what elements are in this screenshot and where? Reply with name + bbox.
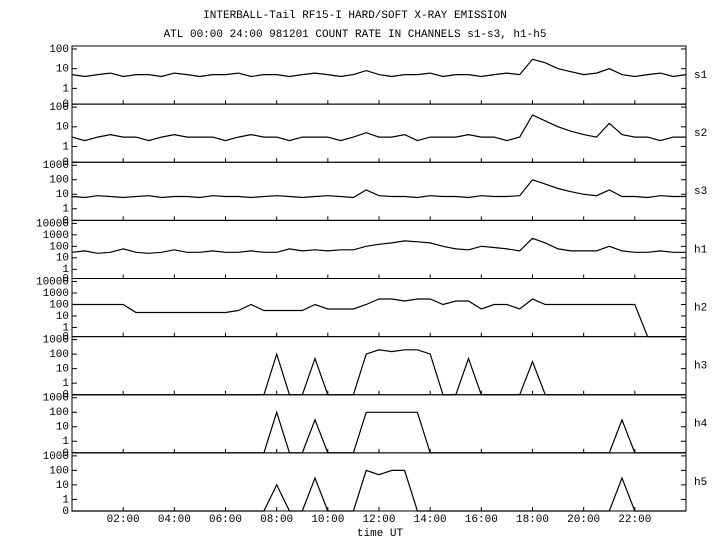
series-line	[71, 58, 687, 78]
panel-label: h1	[694, 244, 708, 256]
series-line	[72, 298, 686, 338]
x-tick-label: 22:00	[618, 514, 651, 526]
y-tick-label: 0	[62, 448, 69, 460]
y-tick-label: 10	[56, 364, 69, 376]
x-tick-label: 16:00	[465, 514, 498, 526]
y-tick-label: 100	[49, 44, 69, 56]
y-tick-label: 1	[62, 436, 69, 448]
y-tick-label: 1000	[43, 393, 69, 405]
y-tick-label: 100	[49, 349, 69, 361]
y-tick-label: 10	[56, 253, 69, 265]
y-tick-label: 1000	[43, 230, 69, 242]
x-tick-label: 08:00	[260, 514, 293, 526]
series-line	[71, 114, 686, 142]
panel-label: s2	[694, 128, 707, 140]
y-tick-label: 100	[49, 465, 69, 477]
y-tick-label: 1	[62, 494, 69, 506]
y-tick-label: 100	[49, 102, 69, 114]
y-tick-label: 0	[62, 332, 69, 344]
y-tick-label: 1	[62, 141, 69, 153]
y-tick-label: 10	[56, 189, 69, 201]
y-tick-label: 1	[62, 83, 69, 95]
panel-label: h4	[694, 419, 708, 431]
y-tick-label: 10	[56, 122, 69, 134]
y-tick-label: 1	[62, 322, 69, 334]
y-tick-label: 1	[62, 264, 69, 276]
y-tick-label: 0	[62, 157, 69, 169]
y-tick-label: 0	[62, 506, 69, 518]
series-line	[72, 469, 686, 512]
panel-label: h2	[694, 302, 707, 314]
y-tick-label: 1	[62, 204, 69, 216]
series-line	[71, 237, 686, 254]
panel-label: h5	[694, 477, 707, 489]
panel-label: h3	[694, 361, 707, 373]
x-tick-label: 20:00	[567, 514, 600, 526]
x-tick-label: 18:00	[516, 514, 549, 526]
x-axis-label: time UT	[357, 528, 404, 540]
y-tick-label: 10000	[36, 276, 69, 288]
y-tick-label: 0	[62, 390, 69, 402]
y-tick-label: 1000	[43, 160, 69, 172]
x-tick-label: 12:00	[362, 514, 395, 526]
y-tick-label: 10	[56, 64, 69, 76]
y-tick-label: 100	[49, 299, 69, 311]
y-tick-label: 10	[56, 311, 69, 323]
y-tick-label: 0	[62, 215, 69, 227]
x-tick-label: 10:00	[311, 514, 344, 526]
x-tick-label: 04:00	[158, 514, 191, 526]
x-tick-label: 14:00	[414, 514, 447, 526]
series-line	[71, 179, 686, 199]
panel-label: s1	[694, 70, 708, 82]
x-tick-label: 06:00	[209, 514, 242, 526]
y-tick-label: 10	[56, 480, 69, 492]
y-tick-label: 100	[49, 241, 69, 253]
y-tick-label: 10000	[36, 218, 69, 230]
panel-label: s3	[694, 186, 707, 198]
y-tick-label: 100	[49, 175, 69, 187]
x-tick-label: 02:00	[107, 514, 140, 526]
y-tick-label: 0	[62, 99, 69, 111]
chart-subtitle: ATL 00:00 24:00 981201 COUNT RATE IN CHA…	[164, 29, 547, 41]
y-tick-label: 1000	[43, 451, 69, 463]
y-tick-label: 0	[62, 273, 69, 285]
y-tick-label: 1000	[43, 288, 69, 300]
chart-title: INTERBALL-Tail RF15-I HARD/SOFT X-RAY EM…	[203, 10, 507, 22]
y-tick-label: 100	[49, 407, 69, 419]
y-tick-label: 1	[62, 378, 69, 390]
y-tick-label: 10	[56, 422, 69, 434]
y-tick-label: 1000	[43, 335, 69, 347]
